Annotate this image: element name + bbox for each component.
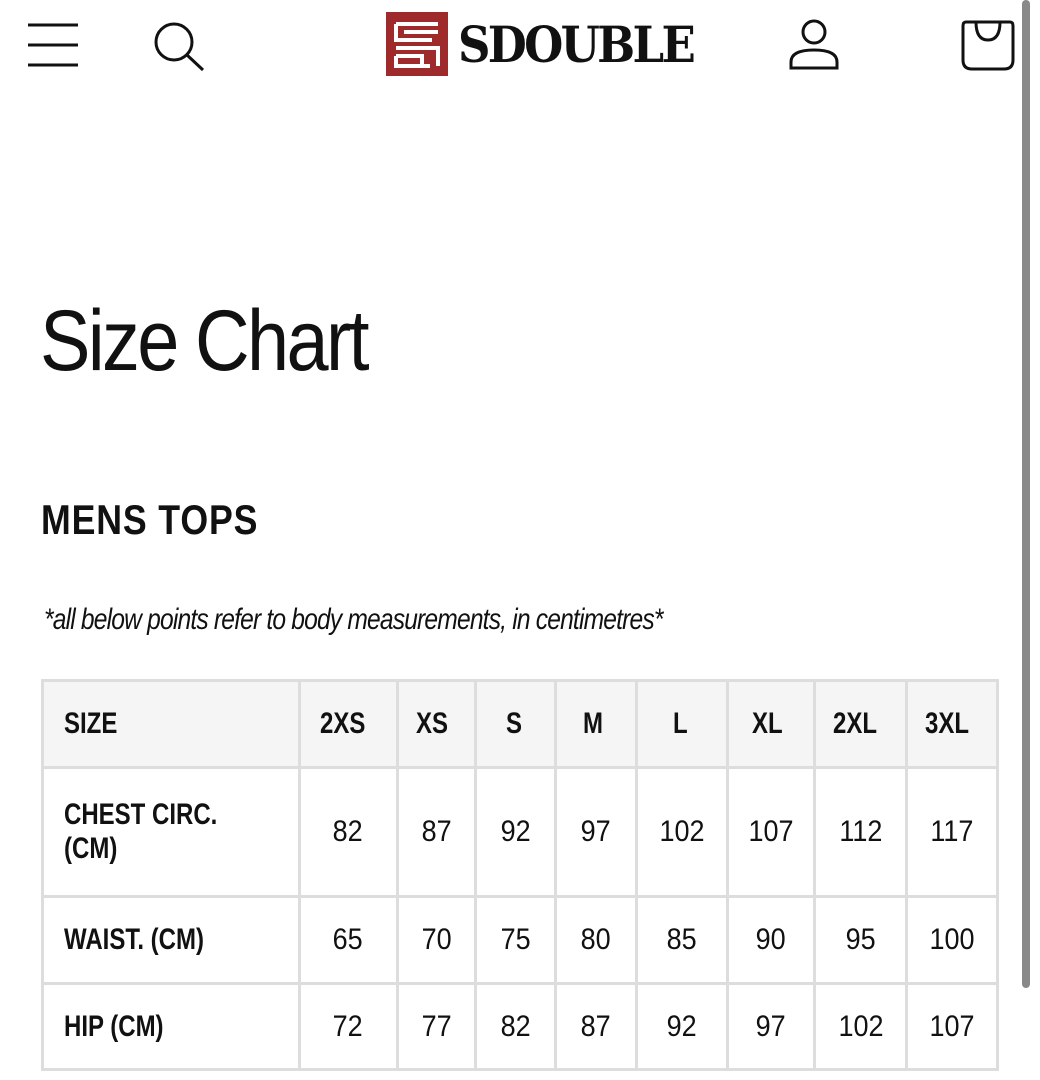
cell-value: 85 [666, 923, 697, 956]
cell-value: 82 [333, 815, 364, 848]
table-cell: 85 [634, 895, 729, 985]
section-title: MENS TOPS [41, 496, 259, 543]
cell-value: 92 [666, 1009, 697, 1043]
table-cell: 100 [905, 895, 999, 985]
column-header-label: S [505, 707, 522, 740]
cart-icon[interactable] [960, 18, 1016, 72]
cell-value: 70 [421, 923, 452, 956]
table-cell: 102 [813, 982, 909, 1071]
column-header: 3XL [905, 679, 999, 769]
cell-value: 112 [839, 815, 883, 848]
table-cell: 75 [474, 895, 558, 985]
column-header-label: M [583, 707, 604, 740]
row-label: WAIST. (CM) [41, 895, 301, 985]
table-cell: 107 [905, 982, 999, 1071]
cell-value: 102 [838, 1009, 884, 1043]
column-header: 2XS [297, 679, 399, 769]
column-header-label: 3XL [924, 707, 969, 740]
size-table: SIZE 2XS XS S M L XL 2XL 3XL CHEST CIRC. (CM) 82 8… [41, 679, 999, 1071]
column-header: XS [395, 679, 478, 769]
cell-value: 97 [580, 815, 611, 848]
page-title: Size Chart [40, 293, 370, 389]
table-cell: 112 [813, 766, 909, 898]
column-header: M [554, 679, 638, 769]
table-cell: 95 [813, 895, 909, 985]
table-header-row: SIZE 2XS XS S M L XL 2XL 3XL [41, 679, 999, 769]
table-cell: 87 [395, 766, 478, 898]
row-label-text: WAIST. (CM) [64, 923, 204, 956]
cell-value: 80 [580, 923, 611, 956]
cell-value: 87 [580, 1009, 611, 1043]
table-cell: 92 [474, 766, 558, 898]
cell-value: 100 [929, 923, 975, 956]
cell-value: 72 [333, 1009, 364, 1043]
cell-value: 77 [421, 1009, 452, 1043]
column-header: XL [725, 679, 817, 769]
row-label: CHEST CIRC. (CM) [41, 766, 301, 898]
cell-value: 117 [930, 815, 974, 848]
cell-value: 65 [333, 923, 364, 956]
row-label-text: HIP (CM) [64, 1009, 164, 1043]
table-cell: 102 [634, 766, 729, 898]
table-cell: 72 [297, 982, 399, 1071]
search-icon[interactable] [152, 20, 206, 72]
column-header: L [634, 679, 729, 769]
column-header: 2XL [813, 679, 909, 769]
table-cell: 82 [297, 766, 399, 898]
table-row: WAIST. (CM) 65 70 75 80 85 90 95 100 [41, 895, 999, 985]
cell-value: 95 [845, 923, 876, 956]
table-cell: 90 [725, 895, 817, 985]
table-cell: 92 [634, 982, 729, 1071]
brand-name: SDOUBLE [458, 14, 696, 74]
column-header-label: XL [751, 707, 783, 740]
cell-value: 75 [500, 923, 531, 956]
cell-value: 92 [500, 815, 531, 848]
scrollbar[interactable] [1022, 0, 1030, 988]
cell-value: 82 [500, 1009, 531, 1043]
table-cell: 82 [474, 982, 558, 1071]
measurement-note: *all below points refer to body measurem… [44, 603, 663, 636]
cell-value: 90 [755, 923, 786, 956]
cell-value: 102 [659, 815, 705, 848]
cell-value: 107 [748, 815, 794, 848]
cell-value: 107 [929, 1009, 975, 1043]
cell-value: 87 [421, 815, 452, 848]
column-header-label: 2XL [833, 707, 878, 740]
table-cell: 117 [905, 766, 999, 898]
cell-value: 97 [755, 1009, 786, 1043]
user-icon[interactable] [788, 18, 840, 72]
header: SDOUBLE [0, 0, 1040, 100]
table-row: CHEST CIRC. (CM) 82 87 92 97 102 107 112 117 [41, 766, 999, 898]
column-header: S [474, 679, 558, 769]
table-cell: 97 [554, 766, 638, 898]
logo-mark-icon [386, 12, 448, 76]
table-cell: 77 [395, 982, 478, 1071]
brand-logo[interactable]: SDOUBLE [386, 12, 719, 76]
column-header: SIZE [41, 679, 301, 769]
row-label-text: CHEST CIRC. (CM) [64, 798, 218, 865]
table-row: HIP (CM) 72 77 82 87 92 97 102 107 [41, 982, 999, 1071]
menu-icon[interactable] [28, 22, 80, 68]
column-header-label: SIZE [64, 707, 118, 740]
table-cell: 87 [554, 982, 638, 1071]
table-cell: 70 [395, 895, 478, 985]
column-header-label: XS [416, 707, 449, 740]
table-cell: 97 [725, 982, 817, 1071]
row-label: HIP (CM) [41, 982, 301, 1071]
column-header-label: 2XS [319, 707, 366, 740]
table-cell: 80 [554, 895, 638, 985]
table-cell: 107 [725, 766, 817, 898]
column-header-label: L [672, 707, 688, 740]
table-cell: 65 [297, 895, 399, 985]
